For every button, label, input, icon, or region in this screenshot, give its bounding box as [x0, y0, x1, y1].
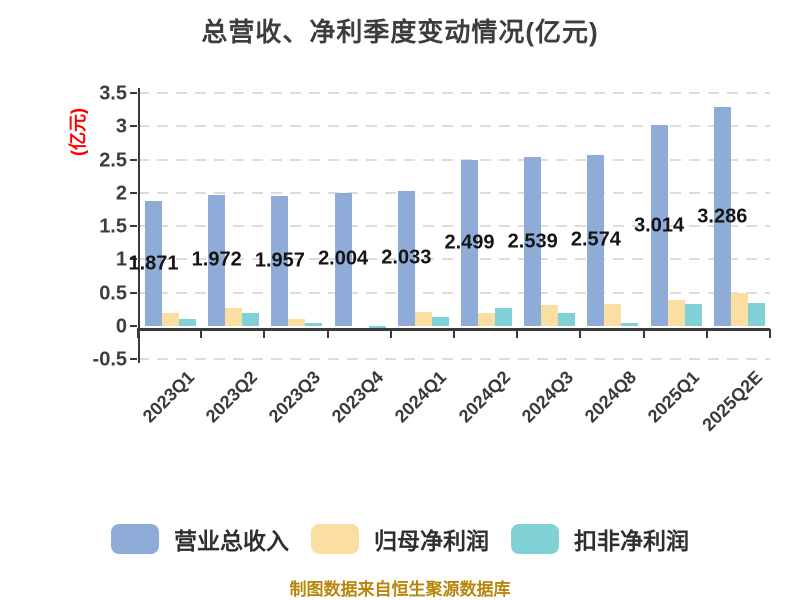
bar-revenue [587, 154, 605, 326]
bar-revenue [524, 157, 542, 326]
data-label: 2.033 [381, 246, 432, 269]
bar-revenue [208, 194, 226, 326]
x-tick-mark [516, 329, 519, 338]
x-tick-label: 2024Q1 [391, 367, 451, 427]
bar-non_gaap [558, 313, 576, 326]
data-label: 2.499 [444, 231, 495, 254]
y-tick-label: 0 [115, 315, 127, 338]
gridline [138, 125, 770, 128]
bar-revenue [145, 201, 162, 326]
x-tick-mark [389, 329, 392, 338]
legend-item-net-profit: 归母净利润 [311, 522, 489, 556]
legend-swatch-non-gaap [511, 524, 559, 554]
x-tick-mark [326, 329, 329, 338]
y-tick-label: 1 [115, 248, 127, 271]
legend-swatch-net-profit [311, 524, 359, 554]
x-tick-label: 2025Q1 [643, 367, 704, 427]
bar-non_gaap [747, 303, 765, 326]
bar-net_profit [225, 308, 243, 326]
x-tick-mark [200, 329, 203, 338]
legend-item-revenue: 营业总收入 [111, 522, 289, 556]
bar-net_profit [604, 304, 622, 326]
bar-non_gaap [621, 323, 639, 326]
legend-item-non-gaap: 扣非净利润 [511, 522, 689, 556]
bar-revenue [713, 107, 731, 326]
x-tick-mark [705, 329, 708, 338]
bar-net_profit [162, 312, 179, 326]
bar-net_profit [730, 292, 748, 326]
bar-revenue [461, 159, 478, 326]
gridline [138, 92, 770, 95]
bar-non_gaap [242, 313, 260, 326]
y-axis-line [138, 88, 140, 363]
x-tick-label: 2023Q3 [264, 367, 325, 427]
bar-revenue [397, 190, 415, 326]
y-tick-label: 1.5 [99, 215, 127, 238]
bar-net_profit [667, 300, 685, 326]
y-tick-mark [130, 158, 137, 161]
x-tick-label: 2024Q8 [580, 367, 641, 427]
y-tick-label: 0.5 [99, 282, 127, 305]
data-label: 2.539 [507, 230, 558, 252]
y-tick-label: 2.5 [99, 149, 127, 172]
y-tick-mark [130, 92, 137, 95]
x-tick-mark [137, 329, 139, 338]
legend-label-net-profit: 归母净利润 [374, 528, 489, 554]
x-tick-mark [769, 329, 771, 338]
data-label: 1.972 [191, 248, 242, 271]
y-tick-label: 3.5 [99, 82, 127, 105]
gridline [138, 358, 770, 361]
data-label: 1.957 [254, 249, 305, 272]
legend-swatch-revenue [111, 524, 159, 554]
y-tick-mark [130, 258, 137, 261]
bar-non_gaap [495, 308, 512, 326]
bar-net_profit [541, 305, 559, 326]
x-tick-mark [642, 329, 645, 338]
y-tick-label: -0.5 [92, 348, 127, 371]
bar-revenue [650, 125, 668, 326]
y-tick-mark [130, 225, 137, 228]
x-tick-label: 2023Q4 [327, 367, 388, 427]
y-tick-label: 3 [115, 115, 127, 138]
gridline [138, 258, 770, 261]
legend: 营业总收入 归母净利润 扣非净利润 [0, 522, 800, 556]
data-label: 3.286 [697, 205, 748, 228]
x-tick-mark [579, 329, 582, 338]
x-tick-label: 2024Q3 [517, 367, 577, 427]
x-tick-mark [263, 329, 266, 338]
bar-non_gaap [431, 316, 449, 326]
gridline [138, 158, 770, 161]
legend-label-revenue: 营业总收入 [174, 528, 289, 554]
y-tick-mark [130, 325, 137, 327]
chart-title: 总营收、净利季度变动情况(亿元) [201, 17, 599, 47]
x-tick-label: 2023Q1 [138, 367, 198, 427]
gridline [138, 225, 770, 228]
legend-label-non-gaap: 扣非净利润 [574, 528, 689, 554]
data-label: 1.871 [128, 252, 179, 275]
x-tick-label: 2024Q2 [454, 367, 514, 427]
x-tick-label: 2023Q2 [201, 367, 261, 427]
bar-net_profit [414, 312, 432, 326]
bar-revenue [334, 192, 352, 326]
bar-net_profit [288, 318, 306, 326]
gridline [138, 291, 770, 294]
bar-non_gaap [179, 319, 196, 326]
bar-non_gaap [305, 322, 323, 326]
y-tick-mark [130, 291, 137, 294]
bar-net_profit [478, 313, 495, 326]
data-label: 3.014 [634, 214, 685, 237]
data-source-note: 制图数据来自恒生聚源数据库 [289, 580, 511, 599]
y-tick-mark [130, 191, 137, 194]
bar-revenue [271, 195, 289, 326]
bar-non_gaap [684, 304, 702, 326]
gridline [138, 191, 770, 194]
y-tick-mark [130, 125, 137, 128]
x-tick-mark [453, 329, 455, 338]
data-label: 2.004 [318, 247, 369, 270]
x-tick-label: 2025Q2E [698, 367, 767, 435]
y-tick-label: 2 [115, 182, 127, 205]
data-label: 2.574 [570, 228, 621, 251]
y-tick-mark [130, 358, 137, 361]
